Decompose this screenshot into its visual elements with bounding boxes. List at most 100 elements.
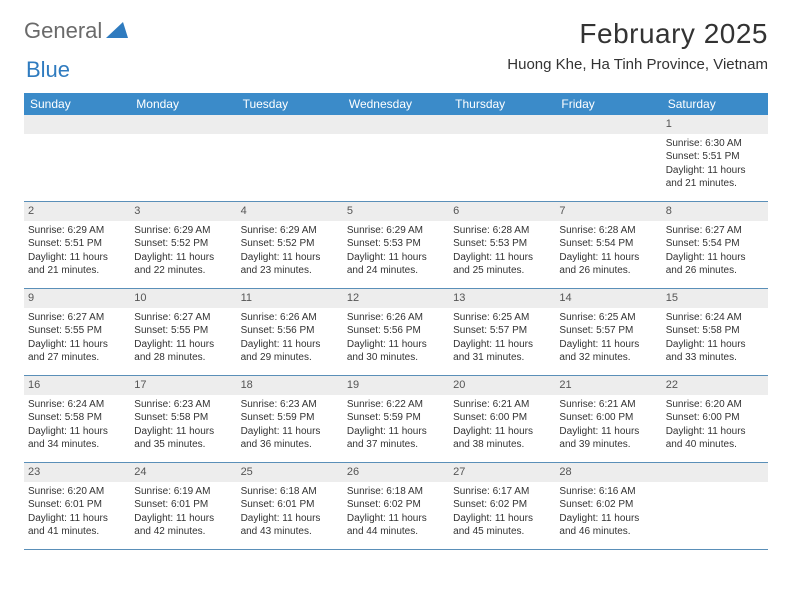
day-cell: 15Sunrise: 6:24 AMSunset: 5:58 PMDayligh… (662, 289, 768, 375)
sunset-text: Sunset: 6:00 PM (666, 411, 764, 425)
day-number: 22 (662, 376, 768, 395)
sunrise-text: Sunrise: 6:20 AM (666, 398, 764, 412)
day-number (449, 115, 555, 134)
day-number: 6 (449, 202, 555, 221)
day-number: 3 (130, 202, 236, 221)
daylight-text: Daylight: 11 hours and 42 minutes. (134, 512, 232, 539)
daylight-text: Daylight: 11 hours and 40 minutes. (666, 425, 764, 452)
day-cell: 14Sunrise: 6:25 AMSunset: 5:57 PMDayligh… (555, 289, 661, 375)
daylight-text: Daylight: 11 hours and 39 minutes. (559, 425, 657, 452)
sunset-text: Sunset: 5:58 PM (28, 411, 126, 425)
week-row: 9Sunrise: 6:27 AMSunset: 5:55 PMDaylight… (24, 289, 768, 376)
logo: General (24, 18, 130, 44)
daylight-text: Daylight: 11 hours and 35 minutes. (134, 425, 232, 452)
sunset-text: Sunset: 5:55 PM (134, 324, 232, 338)
sunrise-text: Sunrise: 6:20 AM (28, 485, 126, 499)
day-number: 16 (24, 376, 130, 395)
day-number (237, 115, 343, 134)
day-number: 9 (24, 289, 130, 308)
daylight-text: Daylight: 11 hours and 28 minutes. (134, 338, 232, 365)
day-number: 1 (662, 115, 768, 134)
daylight-text: Daylight: 11 hours and 30 minutes. (347, 338, 445, 365)
daylight-text: Daylight: 11 hours and 38 minutes. (453, 425, 551, 452)
title-block: February 2025 Huong Khe, Ha Tinh Provinc… (507, 18, 768, 73)
day-cell: 5Sunrise: 6:29 AMSunset: 5:53 PMDaylight… (343, 202, 449, 288)
logo-triangle-icon (106, 20, 128, 43)
weekday-monday: Monday (130, 93, 236, 115)
sunrise-text: Sunrise: 6:26 AM (241, 311, 339, 325)
day-cell: 9Sunrise: 6:27 AMSunset: 5:55 PMDaylight… (24, 289, 130, 375)
daylight-text: Daylight: 11 hours and 34 minutes. (28, 425, 126, 452)
day-number (662, 463, 768, 482)
day-cell-empty (24, 115, 130, 201)
day-number: 15 (662, 289, 768, 308)
sunrise-text: Sunrise: 6:24 AM (666, 311, 764, 325)
weeks-container: 1Sunrise: 6:30 AMSunset: 5:51 PMDaylight… (24, 115, 768, 550)
sunset-text: Sunset: 5:54 PM (666, 237, 764, 251)
sunrise-text: Sunrise: 6:24 AM (28, 398, 126, 412)
day-cell: 21Sunrise: 6:21 AMSunset: 6:00 PMDayligh… (555, 376, 661, 462)
day-number: 17 (130, 376, 236, 395)
sunrise-text: Sunrise: 6:22 AM (347, 398, 445, 412)
day-cell-empty (237, 115, 343, 201)
sunrise-text: Sunrise: 6:28 AM (453, 224, 551, 238)
sunrise-text: Sunrise: 6:29 AM (28, 224, 126, 238)
sunrise-text: Sunrise: 6:28 AM (559, 224, 657, 238)
day-cell: 10Sunrise: 6:27 AMSunset: 5:55 PMDayligh… (130, 289, 236, 375)
sunset-text: Sunset: 5:56 PM (241, 324, 339, 338)
daylight-text: Daylight: 11 hours and 37 minutes. (347, 425, 445, 452)
sunset-text: Sunset: 5:58 PM (134, 411, 232, 425)
daylight-text: Daylight: 11 hours and 23 minutes. (241, 251, 339, 278)
daylight-text: Daylight: 11 hours and 44 minutes. (347, 512, 445, 539)
daylight-text: Daylight: 11 hours and 26 minutes. (559, 251, 657, 278)
day-number: 2 (24, 202, 130, 221)
sunset-text: Sunset: 6:00 PM (453, 411, 551, 425)
sunset-text: Sunset: 5:52 PM (134, 237, 232, 251)
sunrise-text: Sunrise: 6:21 AM (453, 398, 551, 412)
day-number: 19 (343, 376, 449, 395)
sunrise-text: Sunrise: 6:30 AM (666, 137, 764, 151)
day-number: 12 (343, 289, 449, 308)
sunset-text: Sunset: 5:57 PM (453, 324, 551, 338)
day-cell: 28Sunrise: 6:16 AMSunset: 6:02 PMDayligh… (555, 463, 661, 549)
week-row: 16Sunrise: 6:24 AMSunset: 5:58 PMDayligh… (24, 376, 768, 463)
sunset-text: Sunset: 6:00 PM (559, 411, 657, 425)
sunrise-text: Sunrise: 6:26 AM (347, 311, 445, 325)
day-cell: 24Sunrise: 6:19 AMSunset: 6:01 PMDayligh… (130, 463, 236, 549)
daylight-text: Daylight: 11 hours and 31 minutes. (453, 338, 551, 365)
sunset-text: Sunset: 5:51 PM (28, 237, 126, 251)
sunset-text: Sunset: 5:53 PM (347, 237, 445, 251)
day-cell-empty (555, 115, 661, 201)
sunrise-text: Sunrise: 6:29 AM (134, 224, 232, 238)
day-number: 24 (130, 463, 236, 482)
day-cell: 2Sunrise: 6:29 AMSunset: 5:51 PMDaylight… (24, 202, 130, 288)
weekday-tuesday: Tuesday (237, 93, 343, 115)
weekday-sunday: Sunday (24, 93, 130, 115)
sunrise-text: Sunrise: 6:27 AM (28, 311, 126, 325)
weekday-wednesday: Wednesday (343, 93, 449, 115)
daylight-text: Daylight: 11 hours and 22 minutes. (134, 251, 232, 278)
daylight-text: Daylight: 11 hours and 32 minutes. (559, 338, 657, 365)
daylight-text: Daylight: 11 hours and 45 minutes. (453, 512, 551, 539)
week-row: 1Sunrise: 6:30 AMSunset: 5:51 PMDaylight… (24, 115, 768, 202)
day-cell: 11Sunrise: 6:26 AMSunset: 5:56 PMDayligh… (237, 289, 343, 375)
day-cell: 3 Sunrise: 6:29 AMSunset: 5:52 PMDaylight… (130, 202, 236, 288)
day-cell-empty (343, 115, 449, 201)
day-number: 14 (555, 289, 661, 308)
logo-word1: General (24, 18, 102, 44)
sunrise-text: Sunrise: 6:18 AM (241, 485, 339, 499)
day-number: 5 (343, 202, 449, 221)
month-title: February 2025 (507, 18, 768, 50)
sunset-text: Sunset: 5:52 PM (241, 237, 339, 251)
sunrise-text: Sunrise: 6:17 AM (453, 485, 551, 499)
daylight-text: Daylight: 11 hours and 46 minutes. (559, 512, 657, 539)
day-number: 20 (449, 376, 555, 395)
logo-word2: Blue (26, 57, 70, 82)
day-cell: 17Sunrise: 6:23 AMSunset: 5:58 PMDayligh… (130, 376, 236, 462)
day-number: 4 (237, 202, 343, 221)
sunset-text: Sunset: 5:56 PM (347, 324, 445, 338)
sunset-text: Sunset: 5:51 PM (666, 150, 764, 164)
day-cell: 25Sunrise: 6:18 AMSunset: 6:01 PMDayligh… (237, 463, 343, 549)
weekday-friday: Friday (555, 93, 661, 115)
day-cell: 27Sunrise: 6:17 AMSunset: 6:02 PMDayligh… (449, 463, 555, 549)
